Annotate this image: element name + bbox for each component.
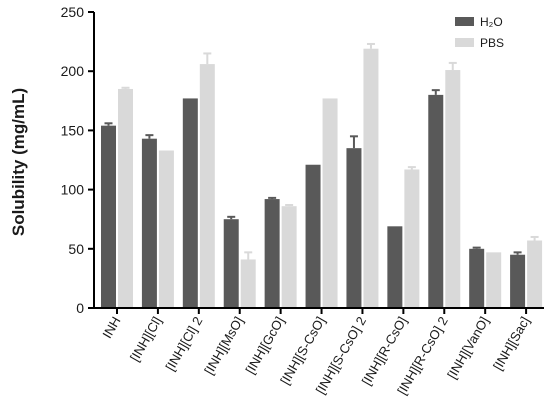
legend-label-pbs: PBS [480,36,504,50]
bar-pbs [404,169,420,308]
legend-swatch-h2o [455,17,474,26]
y-tick-label: 0 [76,300,84,316]
y-tick-label: 250 [61,4,85,20]
y-tick-label: 200 [61,63,85,79]
bar-h2o [510,254,526,308]
x-tick-label: [INH][Cl] [127,314,165,364]
bar-pbs [363,48,379,308]
x-tick-label: INH [99,314,123,341]
bar-pbs [118,88,133,309]
bar-pbs [322,98,338,308]
bar-pbs [158,150,174,308]
x-axis: INH [INH][Cl][INH][Cl] 2[INH][MsO][INH][G… [94,307,544,397]
bar-h2o [387,226,403,308]
y-tick-label: 150 [61,122,85,138]
bar-h2o [428,94,444,308]
legend-swatch-pbs [455,38,474,47]
y-tick-label: 100 [61,182,85,198]
bar-pbs [281,206,297,308]
bar-pbs [240,259,256,308]
x-tick-label: [INH][VanO] [444,314,492,381]
bar-h2o [346,148,362,308]
bar-h2o [469,248,485,308]
x-tick-label: [INH][Cl] 2 [162,314,205,373]
legend-label-h2o: H₂O [480,15,503,29]
y-tick-label: 50 [68,241,84,257]
bar-h2o [305,164,321,308]
y-axis-label: Solubility (mg/mL) [9,88,28,236]
bars-group [101,48,543,309]
bar-pbs [445,70,461,309]
x-tick-label: [INH][Sac] [490,314,533,373]
bar-pbs [486,252,502,308]
bar-h2o [182,98,198,308]
legend: H₂O PBS [455,15,504,50]
bar-pbs [527,240,543,308]
y-axis: 0 50 100 150 200 250 [61,4,95,316]
x-tick-label: [INH][MsO] [201,314,246,377]
bar-h2o [264,199,280,308]
x-tick-label: [INH][GcO] [242,314,287,377]
bar-pbs [199,64,215,308]
bar-h2o [223,219,239,308]
error-bars-group [104,42,539,260]
bar-h2o [141,138,157,308]
bar-h2o [101,125,116,308]
